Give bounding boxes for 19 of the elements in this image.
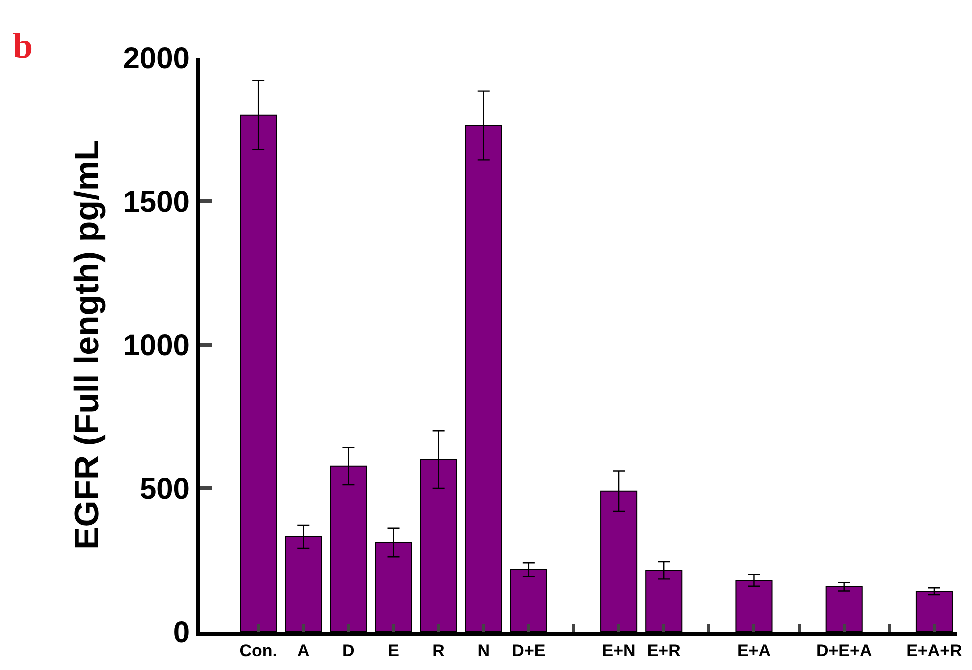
y-axis-title: EGFR (Full length) pg/mL [68,140,106,550]
x-tick-label: D [342,641,355,660]
x-tick-label: Con. [240,641,278,660]
x-tick-label: A [298,641,310,660]
x-tick-label: E+N [602,641,636,660]
x-tick-label: D+E+A [816,641,872,660]
y-tick-label: 1500 [123,186,190,219]
x-tick-label: R [432,641,445,660]
y-tick-label: 1000 [123,330,190,362]
y-tick-label: 0 [173,616,190,650]
x-tick-label: E+A+R [906,641,962,660]
text: b [13,26,34,66]
y-tick-label: 500 [140,473,190,506]
x-tick-label: E+A [737,641,772,660]
x-tick-label: N [478,641,490,660]
x-tick-label: E [388,641,400,660]
y-tick-label: 2000 [123,42,190,76]
x-tick-label: D+E [512,641,546,660]
x-tick-label: E+R [647,641,681,660]
